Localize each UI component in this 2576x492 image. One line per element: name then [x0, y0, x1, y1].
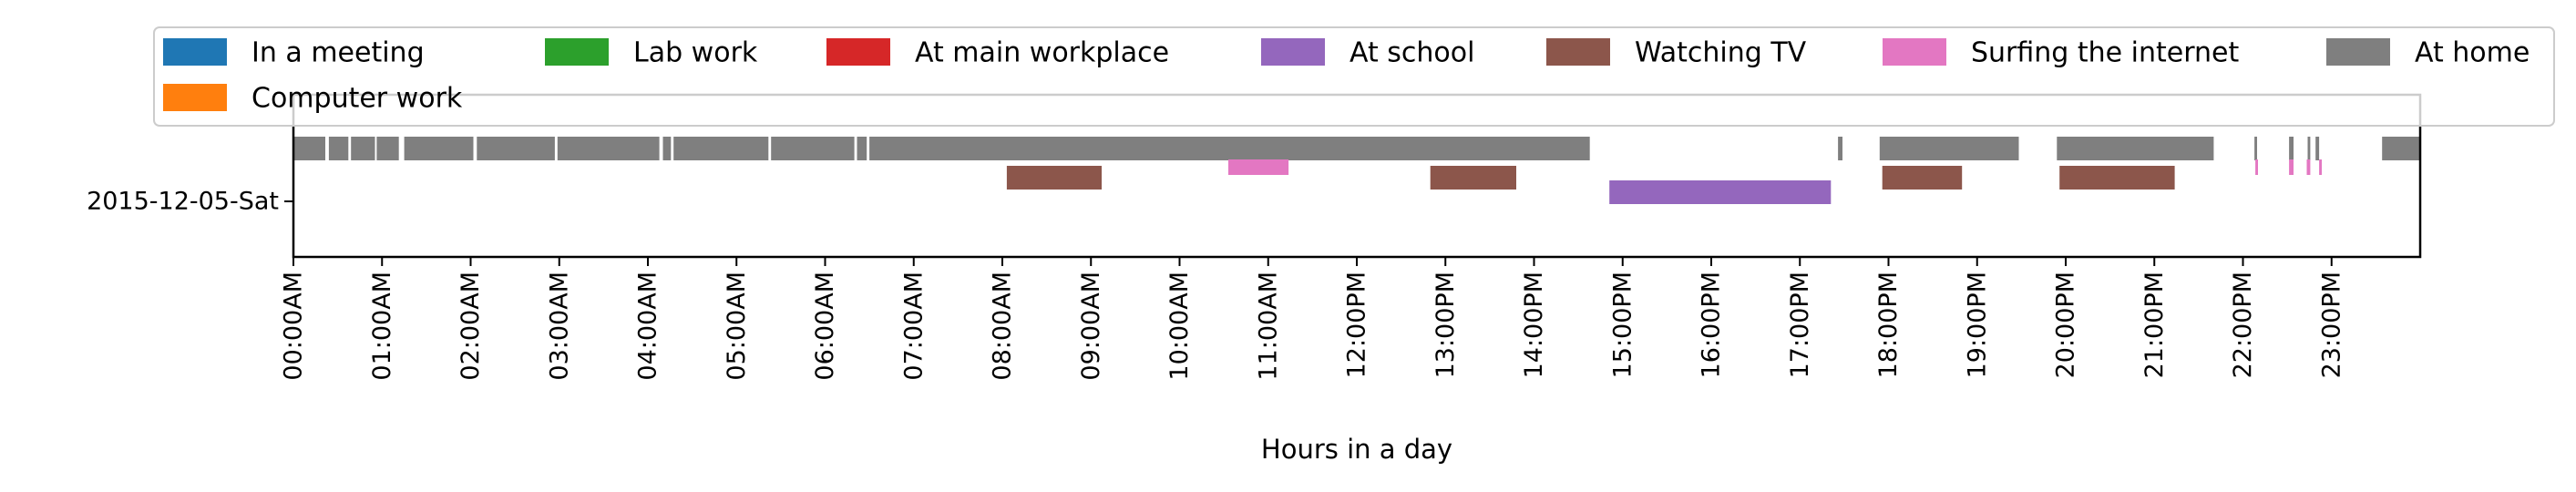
- bar-at-home: [2382, 137, 2420, 160]
- bars-layer: [293, 137, 2420, 204]
- legend-label: At home: [2415, 37, 2530, 69]
- series-at-home: [293, 137, 2420, 160]
- y-tick-label: 2015-12-05-Sat: [87, 188, 279, 216]
- legend-label: At school: [1350, 37, 1474, 69]
- legend-label: At main workplace: [915, 37, 1169, 69]
- bar-at-home: [2307, 137, 2311, 160]
- bar-at-home: [376, 137, 399, 160]
- bar-watching-tv: [1882, 166, 1963, 190]
- legend-item-surfing-the-internet: Surfing the internet: [1883, 37, 2239, 69]
- bar-at-home: [857, 137, 867, 160]
- legend-item-at-school: At school: [1261, 37, 1474, 69]
- bar-at-home: [293, 137, 325, 160]
- legend-label: Surfing the internet: [1971, 37, 2239, 69]
- legend-label: Computer work: [251, 83, 463, 115]
- x-tick-label: 10:00AM: [1165, 272, 1194, 381]
- x-tick-label: 02:00AM: [457, 272, 485, 381]
- series-at-school: [1609, 180, 1832, 204]
- legend-item-lab-work: Lab work: [545, 37, 758, 69]
- legend-item-computer-work: Computer work: [163, 83, 463, 115]
- x-tick-label: 22:00PM: [2229, 272, 2257, 378]
- axis-layer: 00:00AM 01:00AM 02:00AM 03:00AM 04:00AM 05:00…: [87, 188, 2345, 381]
- bar-surfing-the-internet: [1228, 159, 1289, 175]
- x-tick-label: 19:00PM: [1963, 272, 1991, 378]
- legend-frame: [153, 26, 2555, 127]
- bar-surfing-the-internet: [2255, 159, 2258, 175]
- bar-watching-tv: [1006, 166, 1102, 190]
- x-tick-label: 01:00AM: [368, 272, 396, 381]
- legend-item-watching-tv: Watching TV: [1546, 37, 1807, 69]
- bar-at-home: [328, 137, 349, 160]
- x-tick-label: 17:00PM: [1786, 272, 1814, 378]
- legend-items: In a meeting Lab work At main workplace At …: [163, 37, 2530, 115]
- x-tick-label: 04:00AM: [634, 272, 662, 381]
- bar-at-home: [2315, 137, 2320, 160]
- legend-label: Watching TV: [1635, 37, 1807, 69]
- series-watching-tv: [1006, 166, 2175, 190]
- bar-at-home: [869, 137, 1590, 160]
- x-tick-label: 12:00PM: [1343, 272, 1371, 378]
- x-tick-label: 00:00AM: [280, 272, 308, 381]
- bar-watching-tv: [2059, 166, 2175, 190]
- x-tick-label: 20:00PM: [2052, 272, 2080, 378]
- bar-at-home: [557, 137, 660, 160]
- x-tick-label: 15:00PM: [1608, 272, 1637, 378]
- series-surfing-the-internet: [1228, 159, 2322, 175]
- legend-swatch: [826, 38, 890, 66]
- legend: In a meeting Lab work At main workplace At …: [153, 26, 2555, 127]
- x-tick-label: 09:00AM: [1077, 272, 1105, 381]
- bar-at-home: [351, 137, 375, 160]
- legend-swatch: [163, 84, 227, 111]
- x-tick-label: 06:00AM: [811, 272, 839, 381]
- bar-surfing-the-internet: [2289, 159, 2294, 175]
- legend-swatch: [1546, 38, 1610, 66]
- x-tick-label: 16:00PM: [1698, 272, 1726, 378]
- bar-surfing-the-internet: [2306, 159, 2311, 175]
- legend-item-at-main-workplace: At main workplace: [826, 37, 1169, 69]
- x-tick-label: 14:00PM: [1520, 272, 1548, 378]
- bar-at-home: [662, 137, 672, 160]
- x-tick-label: 05:00AM: [723, 272, 751, 381]
- bar-surfing-the-internet: [2319, 159, 2322, 175]
- bar-watching-tv: [1430, 166, 1516, 190]
- bar-at-home: [477, 137, 555, 160]
- legend-label: In a meeting: [251, 37, 425, 69]
- bar-at-home: [2057, 137, 2214, 160]
- x-axis-title: Hours in a day: [1261, 434, 1452, 465]
- legend-swatch: [545, 38, 609, 66]
- legend-label: Lab work: [633, 37, 758, 69]
- legend-swatch: [1261, 38, 1325, 66]
- legend-swatch: [1883, 38, 1946, 66]
- legend-swatch: [2326, 38, 2390, 66]
- bar-at-home: [673, 137, 769, 160]
- x-tick-label: 08:00AM: [989, 272, 1017, 381]
- legend-item-at-home: At home: [2326, 37, 2530, 69]
- legend-item-in-a-meeting: In a meeting: [163, 37, 425, 69]
- bar-at-home: [404, 137, 474, 160]
- bar-at-school: [1609, 180, 1832, 204]
- x-tick-label: 03:00AM: [545, 272, 573, 381]
- legend-swatch: [163, 38, 227, 66]
- x-tick-label: 13:00PM: [1432, 272, 1460, 378]
- bar-at-home: [1879, 137, 2019, 160]
- x-tick-label: 23:00PM: [2317, 272, 2345, 378]
- x-tick-label: 18:00PM: [1874, 272, 1903, 378]
- bar-at-home: [2289, 137, 2294, 160]
- bar-at-home: [771, 137, 855, 160]
- x-tick-label: 07:00AM: [899, 272, 928, 381]
- x-tick-label: 21:00PM: [2140, 272, 2169, 378]
- bar-at-home: [2254, 137, 2257, 160]
- bar-at-home: [1838, 137, 1842, 160]
- x-tick-label: 11:00AM: [1254, 272, 1282, 381]
